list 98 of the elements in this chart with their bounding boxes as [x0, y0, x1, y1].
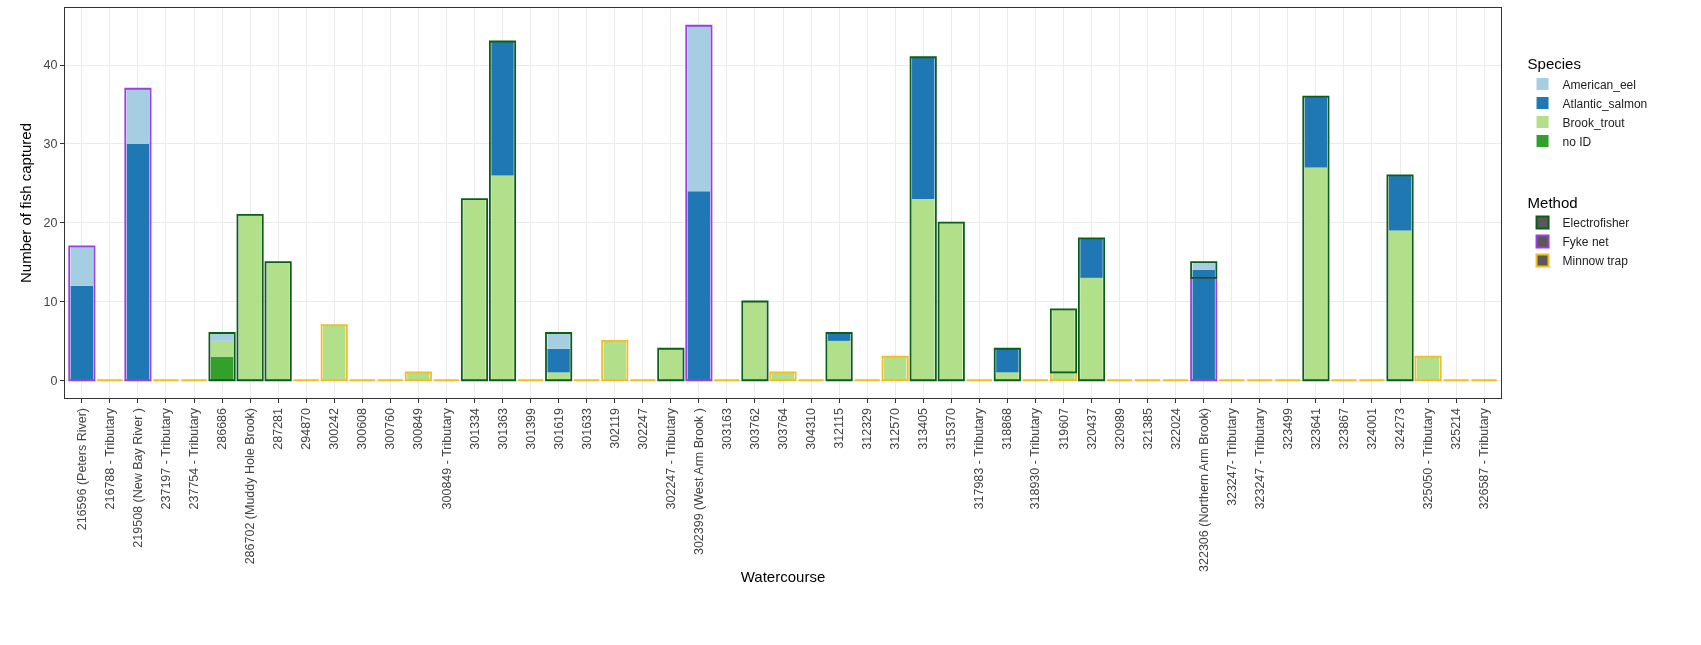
legend-label: Minnow trap	[1562, 254, 1629, 269]
x-tick-label: 300849 - Tributary	[439, 407, 454, 510]
x-tick-label: 320437	[1084, 407, 1099, 450]
x-tick-label: 324001	[1365, 407, 1380, 450]
y-tick-label: 40	[43, 58, 58, 73]
y-tick-label: 30	[43, 137, 58, 152]
x-tick-label: 300849	[411, 407, 426, 450]
bar	[685, 24, 713, 382]
x-tick-label: 326587 - Tributary	[1477, 407, 1492, 510]
bar	[825, 332, 853, 382]
bar	[1388, 175, 1412, 231]
x-tick-label: 323641	[1308, 407, 1323, 450]
bar	[1192, 269, 1215, 381]
x-tick-label: 216596 (Peters River)	[74, 408, 89, 531]
bar	[70, 285, 94, 381]
x-tick-label: 315370	[944, 407, 959, 450]
x-tick-label: 300242	[327, 407, 342, 450]
y-axis-title: Number of fish captured	[16, 122, 34, 284]
x-tick-label: 312570	[888, 407, 903, 450]
x-tick-label: 302247	[635, 407, 650, 450]
bar	[1052, 309, 1075, 381]
x-tick-label: 301633	[579, 407, 594, 450]
bar	[993, 347, 1021, 382]
x-tick-label: 302119	[607, 407, 622, 449]
bar	[1302, 95, 1330, 382]
legend-label: no ID	[1562, 134, 1592, 149]
x-tick-label: 313405	[916, 407, 931, 450]
x-tick-label: 317983 - Tributary	[972, 407, 987, 510]
bar	[70, 246, 94, 286]
y-tick-label: 10	[43, 294, 58, 309]
x-tick-label: 324273	[1393, 407, 1408, 450]
bar	[210, 356, 234, 381]
legend-label: Electrofisher	[1562, 216, 1630, 231]
x-tick-label: 303163	[719, 407, 734, 450]
x-tick-label: 319607	[1056, 407, 1071, 450]
bar	[912, 57, 935, 200]
x-tick-label: 323867	[1337, 407, 1351, 450]
x-tick-label: 300760	[383, 407, 398, 450]
bar	[126, 88, 150, 144]
x-tick-label: 294870	[299, 407, 314, 450]
x-tick-label: 301619	[551, 407, 566, 450]
x-tick-label: 286686	[215, 407, 230, 450]
x-tick-label: 323499	[1280, 407, 1295, 450]
bar	[687, 191, 711, 381]
legend-title: Method	[1527, 193, 1578, 211]
x-tick-label: 237754 - Tributary	[187, 407, 202, 510]
bar	[68, 245, 96, 382]
x-tick-label: 300608	[355, 407, 370, 450]
x-tick-label: 216788 - Tributary	[102, 407, 117, 510]
legend-label: Brook_trout	[1562, 115, 1626, 130]
x-tick-label: 237197 - Tributary	[159, 407, 174, 510]
x-tick-label: 303762	[748, 407, 763, 450]
x-axis-title: Watercourse	[740, 567, 826, 585]
x-tick-label: 286702 (Muddy Hole Brook)	[243, 408, 258, 565]
bar	[491, 41, 514, 176]
bar	[126, 143, 150, 381]
legend-label: American_eel	[1562, 77, 1636, 92]
x-tick-label: 301363	[495, 407, 510, 450]
bar	[545, 332, 573, 382]
bar	[124, 87, 152, 382]
bar	[1388, 230, 1412, 381]
legend-label: Atlantic_salmon	[1562, 96, 1648, 111]
x-tick-label: 318930 - Tributary	[1028, 407, 1043, 510]
x-tick-label: 323247- Tributary	[1224, 407, 1239, 506]
x-tick-label: 325214	[1449, 407, 1464, 450]
bar	[491, 175, 514, 381]
bar	[547, 348, 570, 373]
bar	[1386, 174, 1414, 382]
bar	[1304, 96, 1328, 168]
x-tick-label: 321385	[1140, 407, 1155, 450]
x-tick-label: 303764	[776, 407, 791, 450]
bar	[1080, 238, 1103, 278]
x-tick-label: 322306 (Northern Arm Brook)	[1196, 408, 1211, 572]
x-tick-label: 302399 (West Arm Brook )	[691, 408, 706, 556]
legend-title: Species	[1527, 55, 1581, 73]
y-tick-label: 20	[43, 216, 58, 231]
x-tick-label: 301334	[467, 407, 482, 450]
x-tick-label: 325050 - Tributary	[1421, 407, 1436, 510]
x-tick-label: 287281	[271, 407, 286, 450]
x-tick-label: 301399	[523, 407, 538, 450]
x-tick-label: 304310	[804, 407, 819, 450]
bar	[1080, 277, 1103, 381]
x-tick-label: 323247 - Tributary	[1252, 407, 1267, 510]
bar	[1190, 261, 1218, 279]
x-tick-label: 302247 - Tributary	[663, 407, 678, 510]
x-tick-label: 219508 (New Bay River )	[130, 408, 145, 548]
bar	[1304, 167, 1328, 381]
bar	[912, 199, 935, 381]
x-tick-label: 312329	[860, 407, 875, 450]
x-tick-label: 318868	[1000, 407, 1015, 450]
x-tick-label: 320989	[1112, 407, 1127, 450]
x-tick-label: 312115	[832, 407, 847, 449]
y-tick-label: 0	[50, 373, 58, 388]
bar	[547, 333, 570, 349]
x-tick-label: 322024	[1168, 407, 1183, 450]
legend-label: Fyke net	[1562, 235, 1610, 250]
bar	[210, 340, 234, 357]
bar	[687, 25, 711, 192]
